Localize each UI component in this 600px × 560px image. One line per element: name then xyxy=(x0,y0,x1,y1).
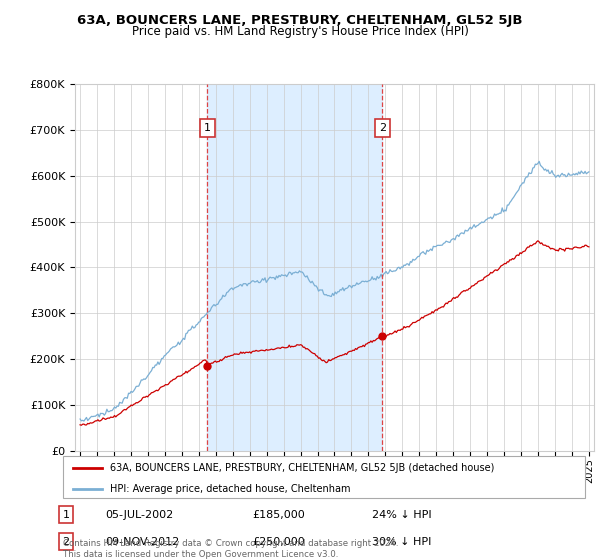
Bar xyxy=(207,84,382,451)
Text: 63A, BOUNCERS LANE, PRESTBURY, CHELTENHAM, GL52 5JB (detached house): 63A, BOUNCERS LANE, PRESTBURY, CHELTENHA… xyxy=(110,463,494,473)
Text: Contains HM Land Registry data © Crown copyright and database right 2024.
This d: Contains HM Land Registry data © Crown c… xyxy=(63,539,398,559)
Text: Price paid vs. HM Land Registry's House Price Index (HPI): Price paid vs. HM Land Registry's House … xyxy=(131,25,469,38)
Text: 30% ↓ HPI: 30% ↓ HPI xyxy=(372,536,431,547)
Text: 2: 2 xyxy=(62,536,70,547)
Text: HPI: Average price, detached house, Cheltenham: HPI: Average price, detached house, Chel… xyxy=(110,484,350,494)
Text: 24% ↓ HPI: 24% ↓ HPI xyxy=(372,510,431,520)
Text: £185,000: £185,000 xyxy=(252,510,305,520)
Text: 1: 1 xyxy=(62,510,70,520)
Text: 1: 1 xyxy=(204,123,211,133)
Text: £250,000: £250,000 xyxy=(252,536,305,547)
Text: 63A, BOUNCERS LANE, PRESTBURY, CHELTENHAM, GL52 5JB: 63A, BOUNCERS LANE, PRESTBURY, CHELTENHA… xyxy=(77,14,523,27)
Text: 09-NOV-2012: 09-NOV-2012 xyxy=(105,536,179,547)
Text: 05-JUL-2002: 05-JUL-2002 xyxy=(105,510,173,520)
Text: 2: 2 xyxy=(379,123,386,133)
